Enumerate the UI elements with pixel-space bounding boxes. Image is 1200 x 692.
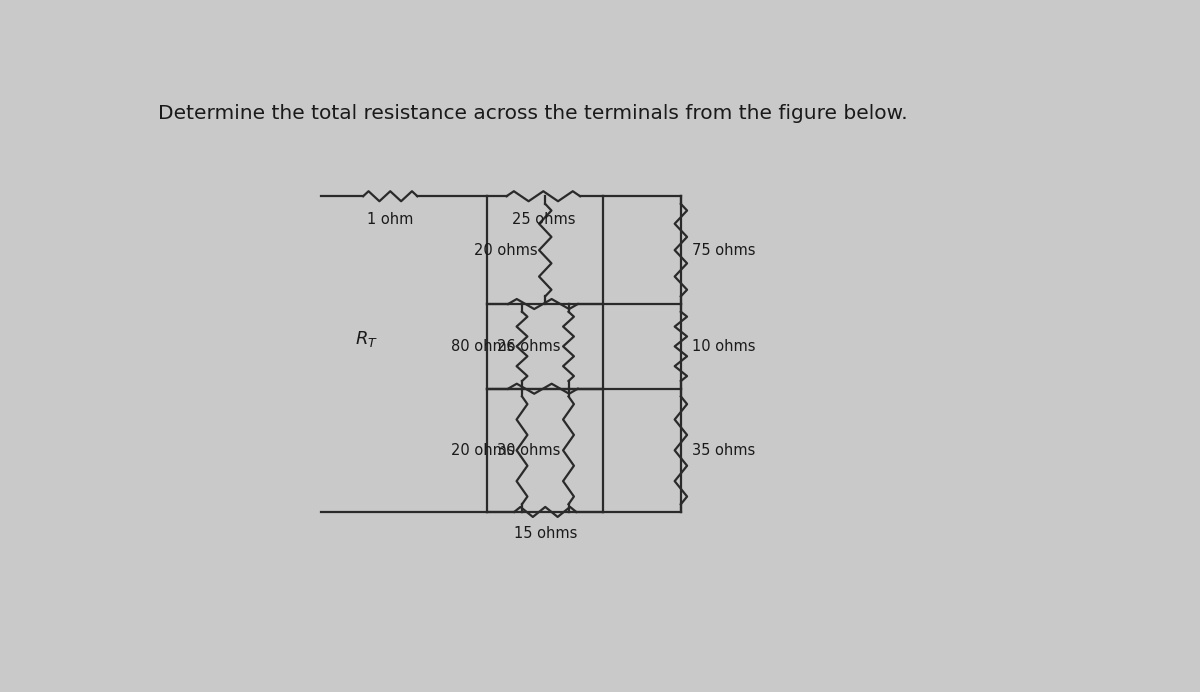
Text: 20 ohms: 20 ohms — [474, 243, 538, 257]
Text: 20 ohms: 20 ohms — [451, 443, 515, 458]
Text: 35 ohms: 35 ohms — [692, 443, 756, 458]
Text: Determine the total resistance across the terminals from the figure below.: Determine the total resistance across th… — [157, 104, 907, 122]
Text: 1 ohm: 1 ohm — [367, 212, 414, 226]
Text: 75 ohms: 75 ohms — [692, 243, 756, 257]
Text: 30 ohms: 30 ohms — [497, 443, 560, 458]
Text: $R_T$: $R_T$ — [355, 329, 378, 349]
Text: 15 ohms: 15 ohms — [514, 526, 577, 540]
Text: 80 ohms: 80 ohms — [451, 339, 515, 354]
Text: 25 ohms: 25 ohms — [511, 212, 575, 226]
Text: 10 ohms: 10 ohms — [692, 339, 756, 354]
Text: 26 ohms: 26 ohms — [497, 339, 560, 354]
